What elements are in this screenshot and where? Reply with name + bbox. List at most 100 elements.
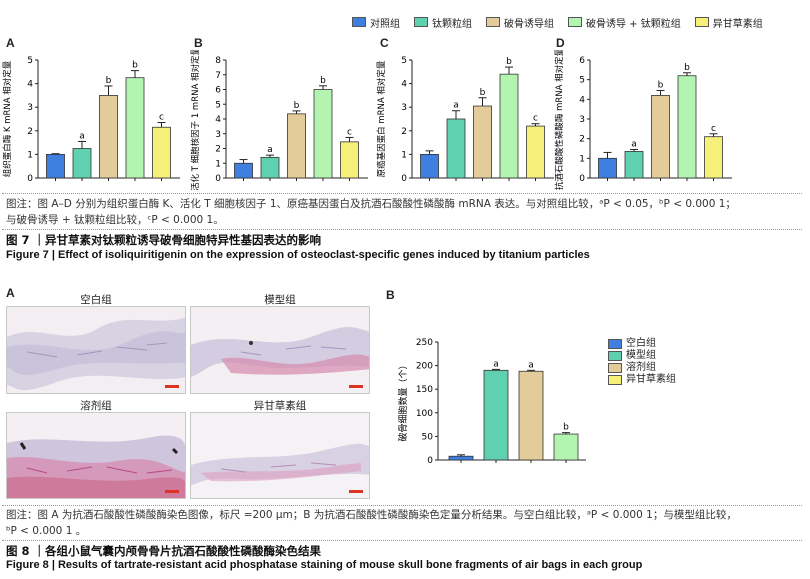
significance-label: b	[563, 423, 569, 433]
legend-item: 钛颗粒组	[414, 15, 472, 30]
y-tick-label: 1	[27, 150, 33, 160]
legend-item: 破骨诱导 + 钛颗粒组	[568, 15, 681, 30]
y-tick-label: 4	[401, 80, 407, 90]
bar	[624, 151, 644, 179]
y-tick-label: 150	[416, 385, 433, 395]
legend-item: 异甘草素组	[694, 15, 763, 30]
significance-label: b	[684, 63, 690, 73]
y-tick-label: 4	[215, 115, 221, 125]
y-axis-label: 破骨细胞数量（个）	[397, 360, 409, 441]
significance-label: a	[493, 359, 499, 369]
legend-swatch	[608, 363, 622, 373]
significance-label: b	[506, 57, 512, 67]
legend-label: 破骨诱导 + 钛颗粒组	[586, 18, 681, 30]
bar	[46, 154, 65, 179]
legend-item: 异甘草素组	[608, 374, 676, 386]
y-tick-label: 8	[215, 56, 221, 66]
legend-label: 模型组	[626, 350, 656, 361]
figure7-caption-line2: 与破骨诱导 + 钛颗粒组比较，ᶜP < 0.000 1。	[6, 214, 224, 226]
y-tick-label: 250	[416, 338, 433, 348]
scale-bar	[165, 490, 179, 493]
y-tick-label: 2	[579, 135, 585, 145]
histology-image-solvent	[6, 412, 186, 499]
chart-a: 0 1 2 3 4 5 组织蛋白酶 K mRNA 相对定量 a b b c	[2, 56, 180, 184]
divider	[2, 505, 802, 506]
image-label-model: 模型组	[264, 294, 296, 306]
significance-label: c	[533, 114, 538, 124]
bar	[483, 369, 509, 461]
histology-image-model	[190, 306, 370, 394]
y-tick-label: 3	[215, 130, 221, 140]
y-tick-label: 5	[401, 56, 407, 66]
bar	[72, 148, 92, 179]
fig8-panel-letter-b: B	[386, 288, 395, 302]
figure7-title-en: Figure 7 | Effect of isoliquiritigenin o…	[6, 249, 590, 261]
legend-item: 空白组	[608, 338, 676, 350]
chart-fig8-b: 0 50 100 150 200 250 破骨细胞数量（个） a a b	[397, 338, 586, 466]
divider	[2, 193, 802, 194]
significance-label: c	[711, 124, 716, 134]
figure8-title-cn: 图 8 ｜各组小鼠气囊内颅骨骨片抗酒石酸酸性磷酸酶染色结果	[6, 544, 322, 558]
fig8-panel-letter-a: A	[6, 286, 15, 300]
y-tick-label: 1	[401, 150, 407, 160]
bar	[99, 95, 118, 179]
significance-label: a	[528, 360, 534, 370]
legend-item: 破骨诱导组	[486, 15, 554, 30]
legend-label: 异甘草素组	[626, 374, 676, 385]
y-tick-label: 0	[427, 456, 433, 466]
bar	[234, 162, 253, 179]
scale-bar	[165, 385, 179, 388]
histology-image-blank	[6, 306, 186, 394]
chart-b: 0 1 2 3 4 5 6 7 8 活化 T 细胞核因子 1 mRNA 相对定量 a b b c	[190, 50, 368, 190]
figure8-caption-line1: 图注：图 A 为抗酒石酸酸性磷酸酶染色图像，标尺 =200 μm；B 为抗酒石酸…	[6, 509, 737, 521]
significance-label: a	[267, 145, 273, 155]
y-tick-label: 2	[401, 127, 407, 137]
y-tick-label: 50	[422, 432, 434, 442]
significance-label: a	[631, 139, 637, 149]
legend-swatch	[608, 375, 622, 385]
y-tick-label: 2	[27, 127, 33, 137]
y-tick-label: 1	[215, 159, 221, 169]
significance-label: a	[453, 101, 459, 111]
image-label-solvent: 溶剂组	[80, 400, 112, 412]
figure8-caption-line2: ᵇP < 0.000 1 。	[6, 525, 87, 537]
bar	[260, 156, 280, 179]
bar	[518, 370, 544, 461]
y-tick-label: 5	[27, 56, 33, 66]
y-tick-label: 3	[27, 103, 33, 113]
panel-letter-a: A	[6, 36, 15, 50]
y-tick-label: 0	[401, 174, 407, 184]
image-label-isoliquiritigenin: 异甘草素组	[253, 400, 307, 412]
y-tick-label: 0	[215, 174, 221, 184]
y-axis-label: 活化 T 细胞核因子 1 mRNA 相对定量	[190, 50, 201, 190]
y-axis-label: 组织蛋白酶 K mRNA 相对定量	[2, 60, 13, 177]
y-tick-label: 3	[579, 115, 585, 125]
y-tick-label: 6	[579, 56, 585, 66]
image-label-blank: 空白组	[80, 294, 112, 306]
significance-label: b	[294, 101, 300, 111]
legend-item: 溶剂组	[608, 362, 676, 374]
panel-letter-d: D	[556, 36, 565, 50]
legend-label: 空白组	[626, 338, 656, 349]
legend-label: 对照组	[370, 18, 400, 30]
legend-swatch	[486, 17, 500, 27]
y-tick-label: 0	[27, 174, 33, 184]
y-tick-label: 200	[416, 362, 433, 372]
significance-label: b	[320, 76, 326, 86]
bar	[598, 157, 617, 179]
bar	[499, 73, 519, 179]
figure8-legend: 空白组 模型组 溶剂组 异甘草素组	[608, 338, 676, 386]
divider	[2, 540, 802, 541]
legend-swatch	[608, 351, 622, 361]
significance-label: b	[106, 76, 112, 86]
bar	[313, 89, 333, 179]
legend-item: 对照组	[352, 15, 400, 30]
chart-c: 0 1 2 3 4 5 原癌基因蛋白 mRNA 相对定量 a b b c	[376, 56, 554, 184]
significance-label: a	[79, 131, 85, 141]
legend-swatch	[694, 17, 709, 27]
legend-swatch	[352, 17, 366, 27]
legend-label: 溶剂组	[626, 362, 656, 373]
significance-label: b	[658, 80, 664, 90]
bar	[125, 77, 145, 179]
bar	[152, 126, 171, 179]
